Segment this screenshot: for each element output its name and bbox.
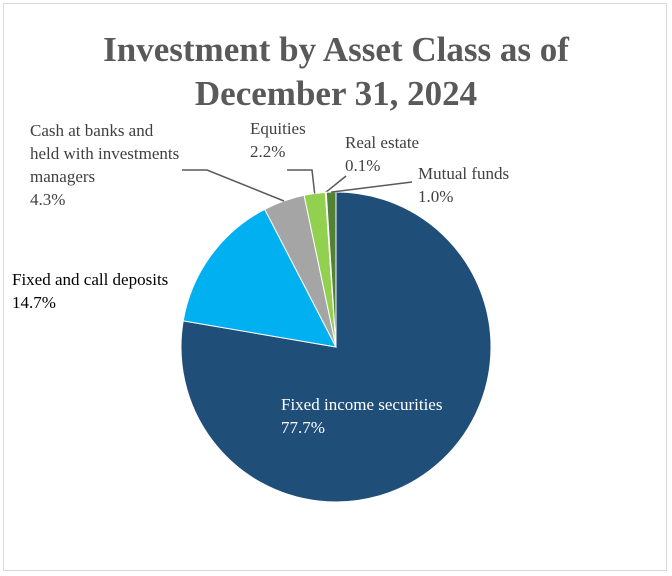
slice-label: Equities 2.2% — [250, 117, 330, 163]
leader-line — [182, 169, 285, 202]
slice-label: Mutual funds 1.0% — [418, 162, 538, 208]
slice-name: Cash at banks and held with investments … — [30, 121, 180, 186]
slice-name: Fixed income securities — [281, 395, 443, 414]
slice-value: 0.1% — [345, 156, 381, 175]
chart-frame — [3, 3, 667, 571]
slice-label: Cash at banks and held with investments … — [30, 119, 180, 211]
slice-label: Real estate 0.1% — [345, 131, 445, 177]
slice-value: 2.2% — [250, 142, 286, 161]
chart-title: Investment by Asset Class as of December… — [103, 30, 569, 113]
slice-label: Fixed and call deposits 14.7% — [12, 268, 212, 314]
slice-value: 14.7% — [12, 293, 56, 312]
slice-value: 1.0% — [418, 187, 454, 206]
slice-value: 77.7% — [281, 418, 325, 437]
leader-line — [287, 169, 316, 194]
slice-label: Fixed income securities 77.7% — [281, 393, 481, 439]
slice-name: Mutual funds — [418, 164, 510, 183]
slice-name: Equities — [250, 119, 306, 138]
slice-value: 4.3% — [30, 190, 66, 209]
leader-line — [325, 175, 347, 193]
slice-name: Fixed and call deposits — [12, 270, 169, 289]
leader-line — [331, 181, 413, 193]
slice-name: Real estate — [345, 133, 420, 152]
pie-slice — [182, 208, 337, 348]
